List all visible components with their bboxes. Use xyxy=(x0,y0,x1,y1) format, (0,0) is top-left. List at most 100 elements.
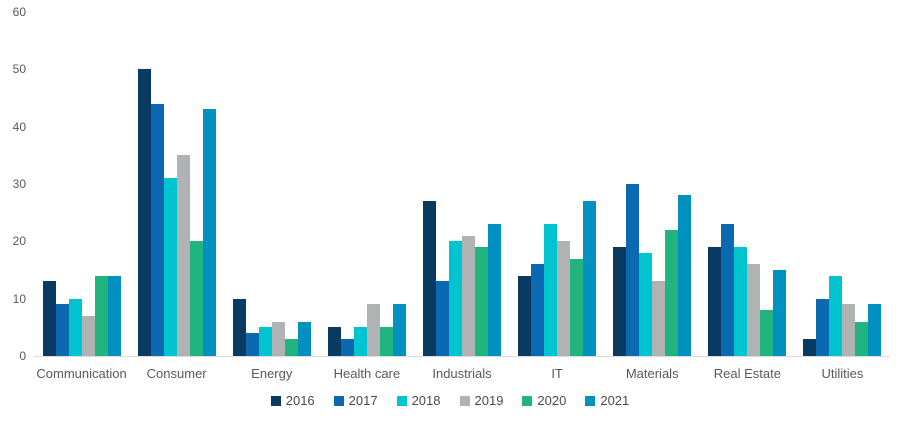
bar-2016-consumer xyxy=(137,69,151,356)
bar-2021-health-care xyxy=(392,304,406,356)
x-axis-category-label: Real Estate xyxy=(713,366,781,381)
bar-2017-health-care xyxy=(340,339,354,356)
bar-2018-communication xyxy=(68,299,82,356)
bar-2017-utilities xyxy=(816,299,830,356)
bar-2019-consumer xyxy=(176,155,190,356)
legend-label: 2021 xyxy=(600,393,630,408)
legend-swatch-icon xyxy=(333,395,344,406)
bar-2021-industrials xyxy=(487,224,501,356)
bar-group-materials xyxy=(605,12,700,356)
bar-group-consumer xyxy=(129,12,224,356)
bar-2016-real-estate xyxy=(708,247,722,356)
legend-item-2020: 2020 xyxy=(522,393,566,408)
bar-group-communication xyxy=(34,12,129,356)
bar-2021-materials xyxy=(678,195,692,356)
x-axis-category-label: Energy xyxy=(251,366,293,381)
legend-swatch-icon xyxy=(396,395,407,406)
bar-2021-communication xyxy=(107,276,121,356)
x-axis-category-label: Consumer xyxy=(146,366,207,381)
bar-2016-utilities xyxy=(803,339,817,356)
bar-2018-utilities xyxy=(829,276,843,356)
bar-2019-utilities xyxy=(842,304,856,356)
x-axis: Communication Consumer Energy Health care In… xyxy=(34,366,890,381)
bar-group-utilities xyxy=(795,12,890,356)
legend-item-2021: 2021 xyxy=(585,393,629,408)
bar-2016-energy xyxy=(232,299,246,356)
bar-2018-health-care xyxy=(353,327,367,356)
bar-2016-materials xyxy=(613,247,627,356)
bar-group-real-estate xyxy=(700,12,795,356)
bar-2021-it xyxy=(583,201,597,356)
bar-2016-communication xyxy=(42,281,56,356)
bar-2019-it xyxy=(557,241,571,356)
bar-2018-consumer xyxy=(163,178,177,356)
bar-2019-health-care xyxy=(366,304,380,356)
legend-swatch-icon xyxy=(522,395,533,406)
y-axis-tick-label: 20 xyxy=(12,234,26,249)
bar-2021-utilities xyxy=(868,304,882,356)
legend-item-2016: 2016 xyxy=(270,393,315,408)
bar-2020-consumer xyxy=(189,241,203,356)
bar-group-industrials xyxy=(414,12,509,356)
y-axis-tick-label: 40 xyxy=(12,119,26,134)
bar-2021-consumer xyxy=(202,109,216,356)
y-axis-tick-label: 10 xyxy=(12,291,26,306)
bar-2018-materials xyxy=(639,253,653,356)
x-axis-category-label: Health care xyxy=(333,366,401,381)
bar-2017-consumer xyxy=(150,104,164,356)
bar-2020-utilities xyxy=(855,322,869,356)
bar-2017-energy xyxy=(245,333,259,356)
bar-2020-communication xyxy=(94,276,108,356)
legend-swatch-icon xyxy=(459,395,470,406)
bar-2019-communication xyxy=(81,316,95,356)
x-axis-category-label: Industrials xyxy=(432,366,492,381)
bar-2019-energy xyxy=(271,322,285,356)
bar-2018-real-estate xyxy=(734,247,748,356)
legend-swatch-icon xyxy=(270,395,281,406)
y-axis-tick-label: 50 xyxy=(12,62,26,77)
bar-group-health-care xyxy=(319,12,414,356)
bar-2017-industrials xyxy=(435,281,449,356)
bar-2017-it xyxy=(531,264,545,356)
legend: 2016 2017 2018 2019 2020 2021 xyxy=(0,393,900,408)
y-axis-tick-label: 60 xyxy=(12,5,26,19)
bar-2018-industrials xyxy=(448,241,462,356)
legend-label: 2018 xyxy=(411,393,441,408)
plot-area xyxy=(34,12,890,357)
x-axis-category-label: Materials xyxy=(625,366,679,381)
y-axis-tick-label: 0 xyxy=(19,349,26,363)
bar-2017-communication xyxy=(55,304,69,356)
bar-2017-real-estate xyxy=(721,224,735,356)
bar-2020-materials xyxy=(665,230,679,356)
bar-2019-materials xyxy=(652,281,666,356)
legend-label: 2019 xyxy=(474,393,504,408)
bar-2018-energy xyxy=(258,327,272,356)
x-axis-category-label: Utilities xyxy=(821,366,864,381)
bar-group-energy xyxy=(224,12,319,356)
legend-swatch-icon xyxy=(585,395,596,406)
bar-2016-it xyxy=(518,276,532,356)
bar-2016-industrials xyxy=(422,201,436,356)
legend-item-2018: 2018 xyxy=(396,393,441,408)
bar-2018-it xyxy=(544,224,558,356)
legend-label: 2020 xyxy=(537,393,567,408)
y-axis-tick-label: 30 xyxy=(12,177,26,191)
bar-2019-industrials xyxy=(461,236,475,356)
bar-2021-energy xyxy=(297,322,311,356)
bar-group-it xyxy=(510,12,605,356)
x-axis-category-label: Communication xyxy=(36,366,127,381)
x-axis-category-label: IT xyxy=(551,366,563,381)
legend-label: 2017 xyxy=(348,393,378,408)
bar-2020-it xyxy=(570,259,584,356)
legend-label: 2016 xyxy=(285,393,315,408)
bar-2020-real-estate xyxy=(760,310,774,356)
bar-2017-materials xyxy=(626,184,640,356)
bar-2016-health-care xyxy=(327,327,341,356)
bar-2020-industrials xyxy=(474,247,488,356)
bar-2019-real-estate xyxy=(747,264,761,356)
bar-2020-energy xyxy=(284,339,298,356)
legend-item-2017: 2017 xyxy=(333,393,378,408)
bar-2021-real-estate xyxy=(773,270,787,356)
bar-2020-health-care xyxy=(379,327,393,356)
